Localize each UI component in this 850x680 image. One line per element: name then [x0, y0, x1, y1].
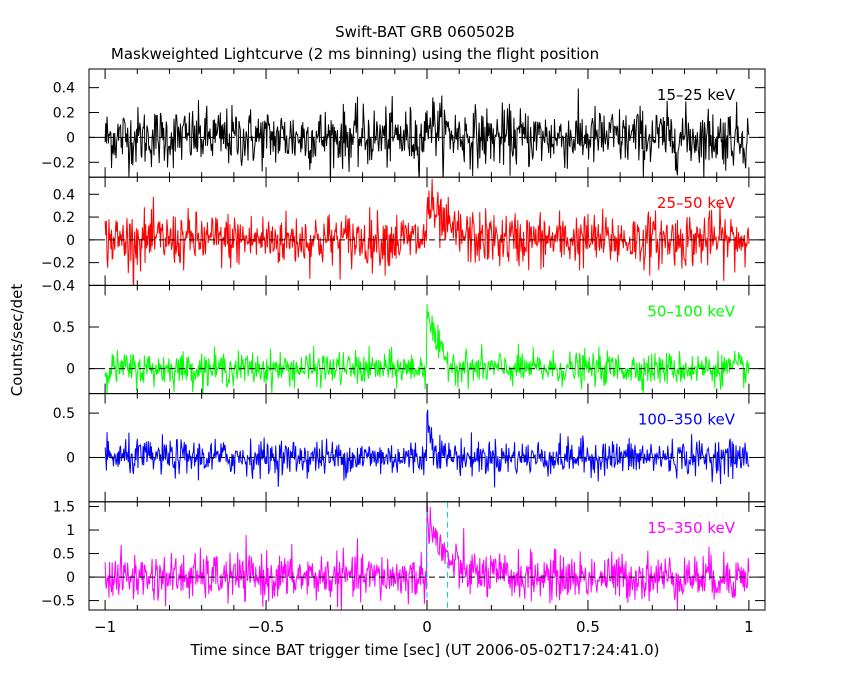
series-line: [104, 501, 750, 610]
y-tick-label: −0.5: [41, 594, 75, 610]
chart-title: Swift-BAT GRB 060502B: [335, 23, 515, 41]
panels: −0.2 0 0.2 0.4 15–25 keV −0.4 −0.2 0 0.2 0.4 25–50…: [41, 68, 766, 611]
x-axis-label: Time since BAT trigger time [sec] (UT 20…: [190, 641, 660, 659]
band-label: 100–350 keV: [638, 411, 736, 429]
y-tick-label: 0.4: [53, 81, 75, 97]
y-tick-label: 1.5: [53, 500, 75, 516]
y-tick-label: 1: [66, 523, 75, 539]
chart-subtitle: Maskweighted Lightcurve (2 ms binning) u…: [111, 45, 599, 63]
y-tick-label: 0: [66, 233, 75, 249]
y-tick-label: 0.5: [53, 547, 75, 563]
y-axis-label: Counts/sec/det: [8, 284, 26, 397]
band-label: 15–350 keV: [647, 519, 735, 537]
x-tick-label: 1: [744, 618, 754, 636]
y-tick-label: 0.4: [53, 187, 75, 203]
y-tick-label: 0.5: [53, 406, 75, 422]
y-tick-label: 0: [66, 130, 75, 146]
band-label: 15–25 keV: [657, 86, 736, 104]
y-tick-label: −0.2: [41, 256, 75, 272]
x-tick-label: 0: [422, 618, 432, 636]
band-label: 50–100 keV: [647, 302, 735, 320]
y-tick-label: 0: [66, 570, 75, 586]
band-label: 25–50 keV: [657, 194, 736, 212]
series-line: [104, 409, 750, 488]
y-tick-label: 0.2: [53, 210, 75, 226]
series-line: [104, 88, 750, 178]
y-tick-label: 0.2: [53, 106, 75, 122]
x-tick-labels: −1 −0.5 0 0.5 1: [94, 618, 754, 636]
y-tick-label: 0: [66, 362, 75, 378]
x-tick-label: 0.5: [576, 618, 600, 636]
series-line: [104, 178, 750, 286]
y-tick-label: −0.4: [41, 278, 75, 294]
y-tick-label: 0: [66, 450, 75, 466]
series-line: [104, 303, 750, 394]
y-tick-label: 0.5: [53, 320, 75, 336]
x-tick-label: −1: [94, 618, 116, 636]
x-tick-label: −0.5: [248, 618, 284, 636]
y-tick-label: −0.2: [41, 155, 75, 171]
